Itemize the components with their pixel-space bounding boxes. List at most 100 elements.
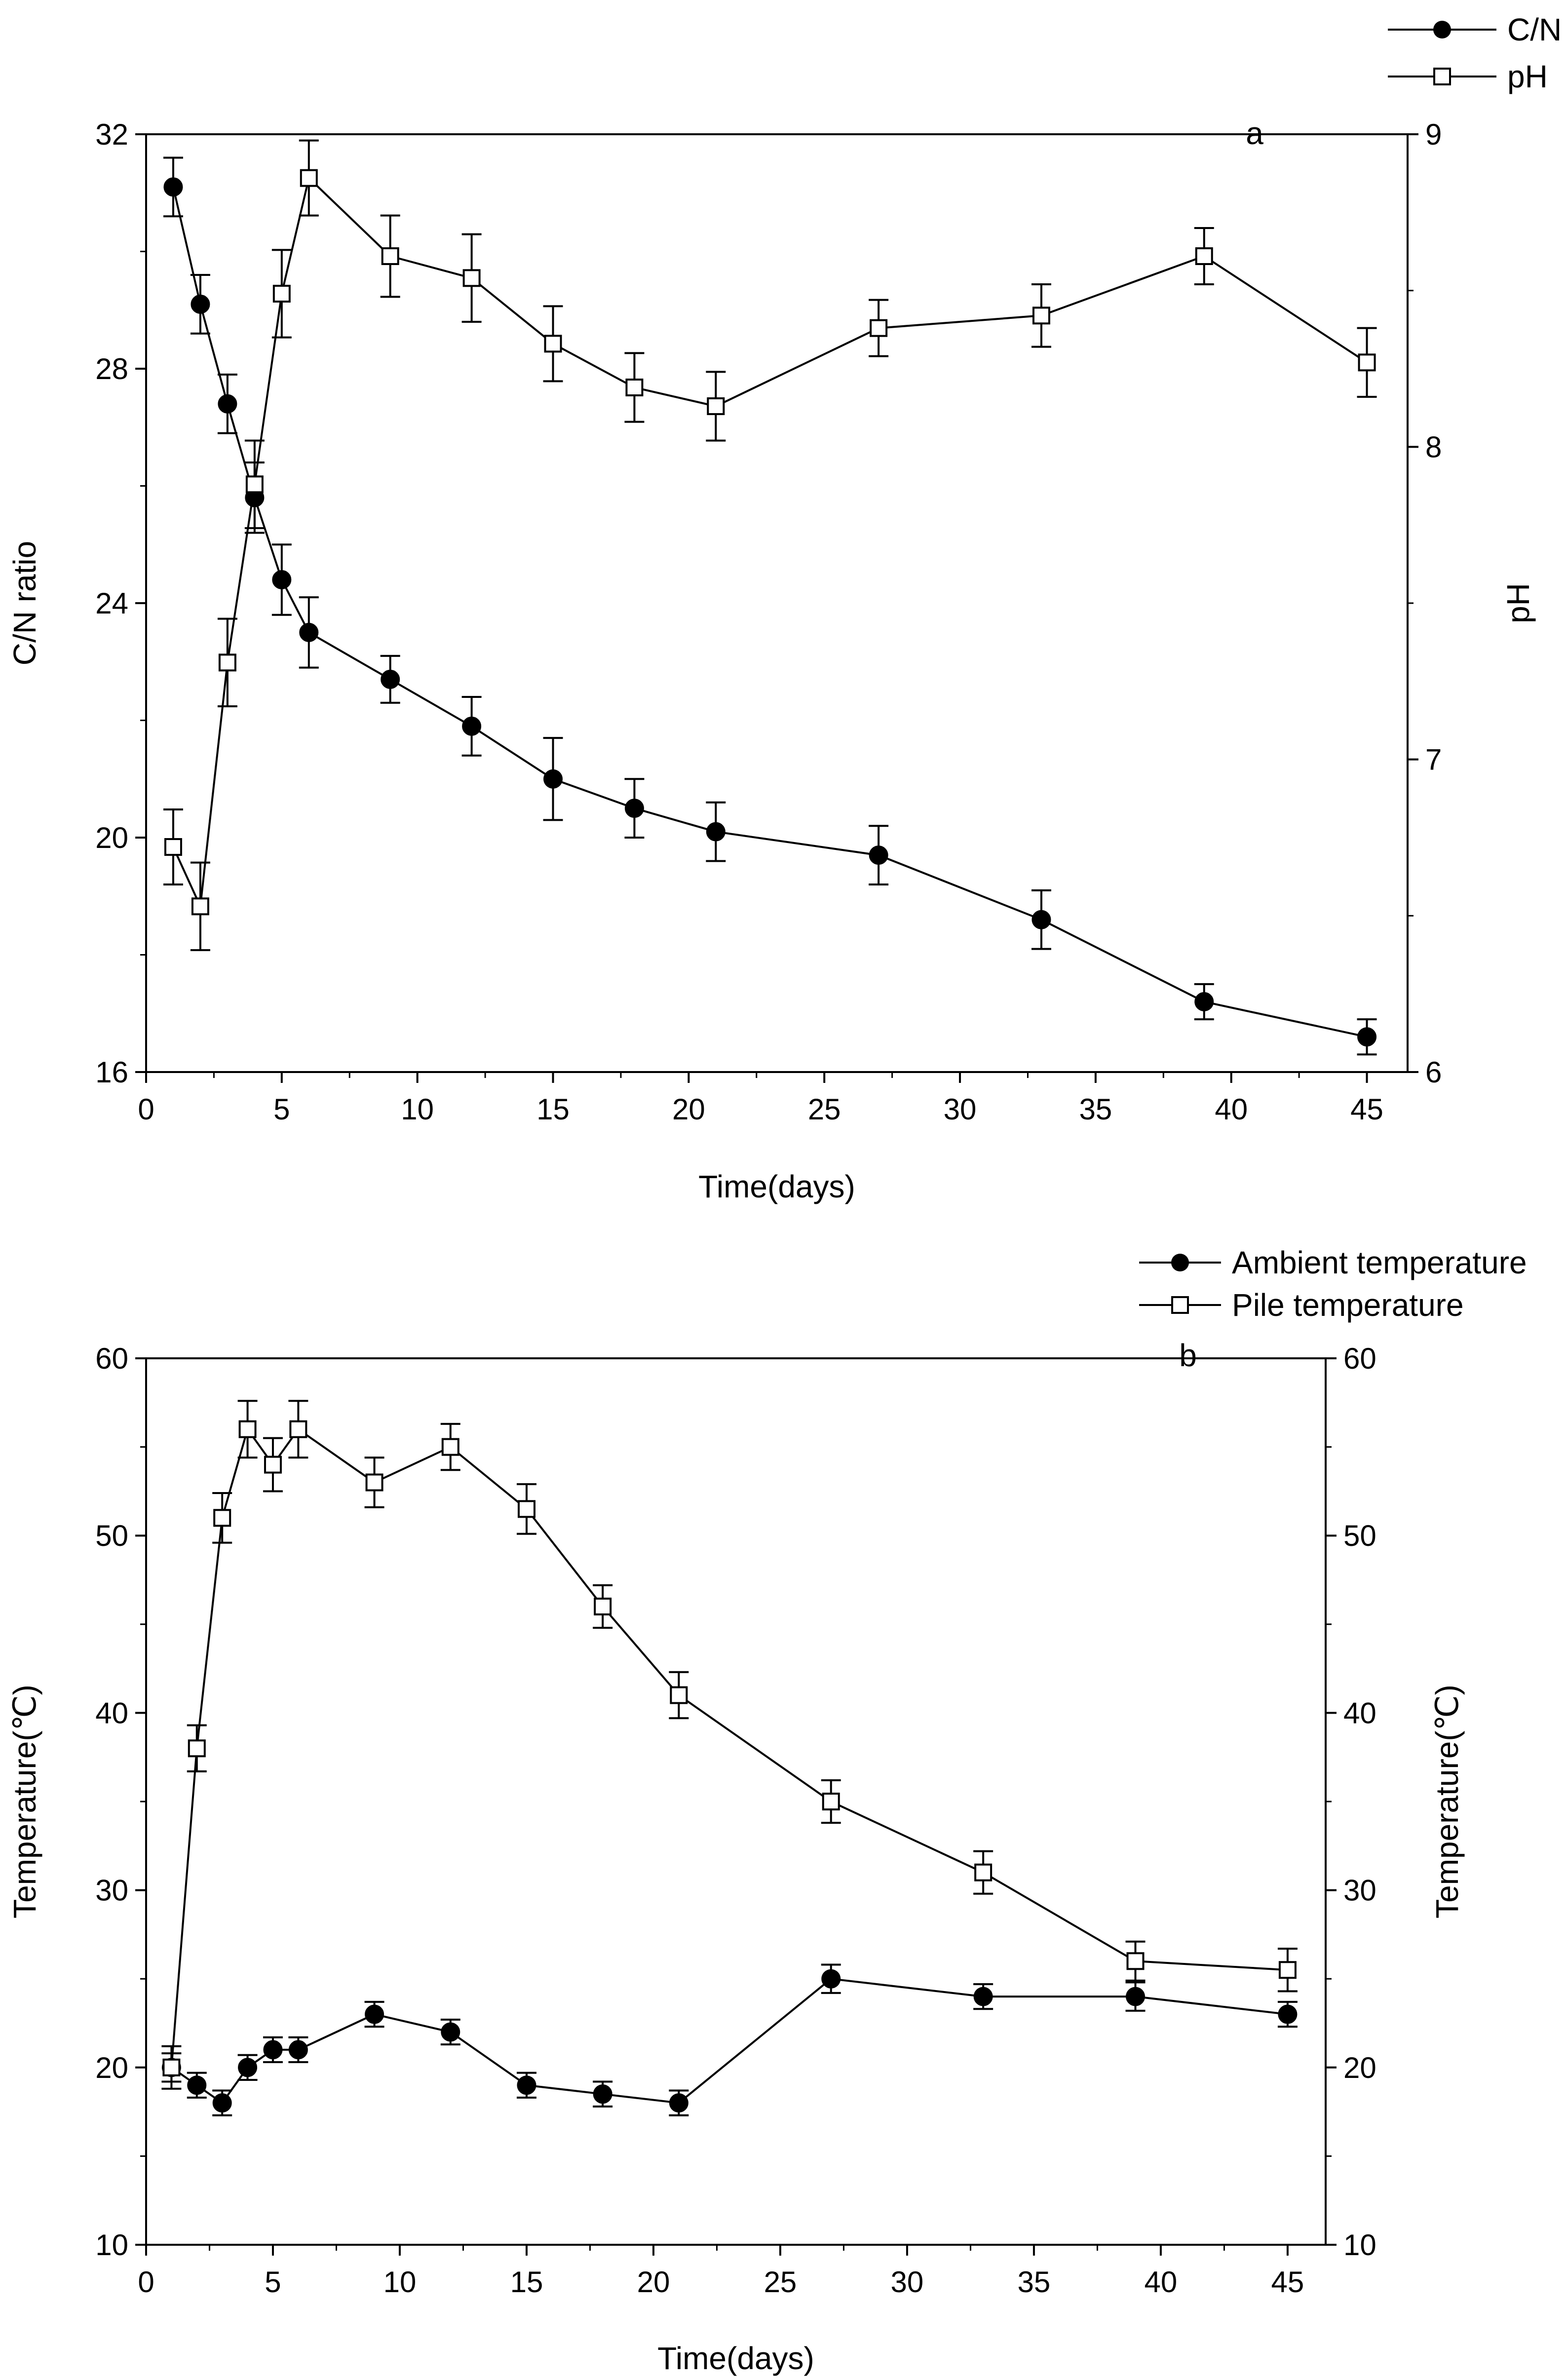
data-point bbox=[299, 622, 319, 642]
data-point bbox=[187, 2075, 207, 2095]
x-axis-title: Time(days) bbox=[698, 1169, 855, 1204]
data-point bbox=[288, 2040, 308, 2060]
x-tick-label: 15 bbox=[510, 2265, 543, 2299]
legend-marker bbox=[1433, 21, 1451, 38]
data-point bbox=[1032, 910, 1051, 929]
series-line bbox=[171, 1978, 1288, 2105]
x-tick-label: 0 bbox=[138, 2265, 154, 2299]
x-tick-label: 15 bbox=[536, 1093, 570, 1126]
y-left-tick-label: 28 bbox=[95, 352, 128, 385]
y-right-axis-title: Temperature(℃) bbox=[1429, 1685, 1465, 1919]
data-point bbox=[245, 475, 264, 494]
series-line bbox=[172, 176, 1368, 910]
data-point bbox=[218, 394, 237, 414]
y-right-tick-label: 10 bbox=[1343, 2228, 1376, 2262]
data-point bbox=[1357, 1027, 1377, 1047]
data-point bbox=[594, 1597, 612, 1615]
series-c-n bbox=[163, 156, 1377, 1056]
data-point bbox=[517, 2075, 536, 2095]
x-tick-label: 20 bbox=[637, 2265, 670, 2299]
data-point bbox=[272, 285, 291, 303]
data-point bbox=[870, 319, 888, 337]
panel-letter: b bbox=[1179, 1338, 1197, 1373]
y-left-tick-label: 40 bbox=[95, 1696, 128, 1729]
legend-entry: Pile temperature bbox=[1139, 1287, 1464, 1323]
legend-entry: Ambient temperature bbox=[1139, 1245, 1527, 1280]
data-point bbox=[1126, 1987, 1146, 2006]
legend-label: Ambient temperature bbox=[1232, 1245, 1527, 1280]
data-point bbox=[973, 1987, 993, 2006]
y-right-tick-label: 6 bbox=[1425, 1056, 1442, 1089]
data-point bbox=[1194, 992, 1214, 1011]
data-point bbox=[821, 1969, 841, 1989]
y-right-tick-label: 40 bbox=[1343, 1696, 1376, 1729]
y-left-tick-label: 24 bbox=[95, 587, 128, 620]
data-point bbox=[191, 897, 209, 916]
data-point bbox=[669, 2093, 688, 2113]
data-point bbox=[191, 294, 210, 314]
y-right-tick-label: 50 bbox=[1343, 1519, 1376, 1552]
data-point bbox=[263, 2040, 283, 2060]
legend-marker bbox=[1171, 1296, 1189, 1314]
data-point bbox=[462, 269, 481, 287]
y-left-tick-label: 30 bbox=[95, 1874, 128, 1907]
data-point bbox=[188, 1739, 206, 1758]
data-point bbox=[1358, 353, 1376, 372]
data-point bbox=[462, 716, 482, 736]
data-point bbox=[441, 2022, 460, 2042]
data-point bbox=[822, 1793, 840, 1810]
data-point bbox=[543, 769, 563, 789]
x-tick-label: 35 bbox=[1079, 1093, 1112, 1126]
x-tick-label: 45 bbox=[1350, 1093, 1383, 1126]
x-tick-label: 35 bbox=[1018, 2265, 1051, 2299]
y-right-tick-label: 20 bbox=[1343, 2051, 1376, 2084]
x-tick-label: 5 bbox=[265, 2265, 281, 2299]
x-tick-label: 25 bbox=[808, 1093, 841, 1126]
data-point bbox=[365, 2004, 384, 2024]
data-point bbox=[272, 570, 292, 589]
y-left-tick-label: 50 bbox=[95, 1519, 128, 1552]
data-point bbox=[300, 169, 318, 187]
data-point bbox=[163, 177, 183, 197]
legend-label: pH bbox=[1507, 59, 1548, 94]
data-point bbox=[289, 1420, 307, 1438]
y-left-axis-title: Temperature(℃) bbox=[7, 1685, 42, 1919]
data-point bbox=[517, 1500, 535, 1518]
x-tick-label: 40 bbox=[1215, 1093, 1248, 1126]
legend-label: C/N bbox=[1507, 12, 1562, 47]
y-right-tick-label: 60 bbox=[1343, 1342, 1376, 1375]
data-point bbox=[1126, 1952, 1145, 1970]
data-point bbox=[238, 1420, 257, 1438]
data-point bbox=[264, 1456, 282, 1474]
data-point bbox=[593, 2084, 612, 2104]
x-axis-title: Time(days) bbox=[657, 2341, 814, 2376]
data-point bbox=[1278, 1961, 1297, 1979]
y-left-tick-label: 20 bbox=[95, 2051, 128, 2084]
data-point bbox=[365, 1473, 383, 1492]
data-point bbox=[381, 247, 399, 265]
y-right-tick-label: 9 bbox=[1425, 118, 1442, 151]
data-point bbox=[213, 1509, 231, 1527]
legend-entry: C/N bbox=[1388, 12, 1562, 47]
x-tick-label: 10 bbox=[401, 1093, 434, 1126]
panel-letter: a bbox=[1246, 115, 1263, 151]
data-point bbox=[974, 1863, 993, 1881]
data-point bbox=[670, 1686, 688, 1704]
y-right-tick-label: 30 bbox=[1343, 1874, 1376, 1907]
data-point bbox=[164, 838, 182, 856]
panel-b-temperature-chart: 0 5 10 15 20 25 30 35 40 45 10 20 30 40 50 60 10 20 30 40 50… bbox=[7, 1245, 1527, 2376]
y-left-axis-title: C/N ratio bbox=[7, 541, 42, 666]
x-tick-label: 40 bbox=[1145, 2265, 1178, 2299]
series-line bbox=[172, 187, 1367, 1038]
x-tick-label: 0 bbox=[138, 1093, 154, 1126]
series-ambient-temperature bbox=[161, 1963, 1298, 2116]
data-point bbox=[1032, 307, 1050, 325]
x-tick-label: 45 bbox=[1271, 2265, 1304, 2299]
data-point bbox=[706, 822, 726, 842]
y-left-tick-label: 10 bbox=[95, 2228, 128, 2262]
y-left-tick-label: 60 bbox=[95, 1342, 128, 1375]
data-point bbox=[869, 845, 888, 865]
data-point bbox=[707, 397, 725, 415]
panel-a-cn-ph-chart: 0 5 10 15 20 25 30 35 40 45 16 20 24 28 32 6 7 8 9 Time(day… bbox=[7, 12, 1562, 1204]
legend-marker bbox=[1433, 68, 1451, 85]
